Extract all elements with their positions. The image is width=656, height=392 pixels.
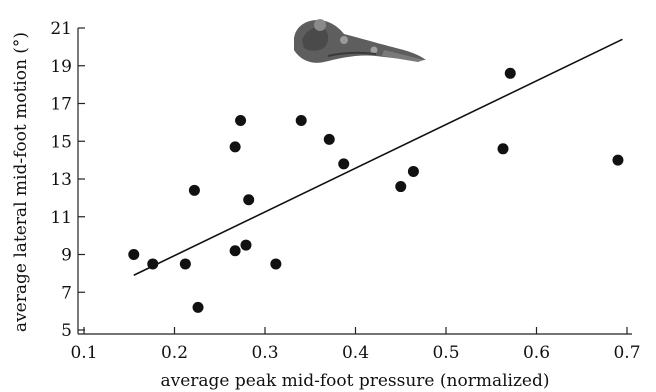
data-point [407,165,419,177]
data-point [323,133,335,145]
x-tick-label: 0.3 [251,343,278,363]
y-tick-label: 15 [50,132,72,152]
x-tick-label: 0.1 [70,343,97,363]
y-axis-ticks: 5 7 9 11 13 15 17 19 21 [50,19,85,341]
x-tick-label: 0.2 [161,343,188,363]
data-point [192,301,204,313]
data-point [295,114,307,126]
trend-line [133,38,623,276]
data-point [612,154,624,166]
y-tick-label: 7 [61,283,72,303]
data-point [270,258,282,270]
data-point [504,67,516,79]
data-point [128,249,140,260]
y-tick-label: 5 [61,321,72,341]
x-tick-label: 0.6 [523,343,550,363]
data-point [229,141,241,153]
foot-skeleton-illustration [294,19,426,63]
x-tick-label: 0.4 [342,343,369,363]
x-tick-label: 0.7 [613,343,640,363]
data-point [179,258,191,270]
y-tick-label: 21 [50,19,72,39]
data-point [240,239,252,251]
x-axis-ticks: 0.1 0.2 0.3 0.4 0.5 0.6 0.7 [70,327,641,363]
y-tick-label: 11 [50,208,72,228]
y-tick-label: 9 [61,246,72,266]
data-point [235,114,247,126]
data-point [338,158,350,170]
data-points [128,67,624,313]
y-tick-label: 19 [50,57,72,77]
data-point [497,143,509,155]
data-point [188,184,200,196]
data-point [243,194,255,206]
data-point [395,181,407,193]
y-tick-label: 13 [50,170,72,190]
data-point [229,245,241,257]
y-axis-title: average lateral mid-foot motion (°) [11,32,31,332]
y-tick-label: 17 [50,95,72,115]
data-point [147,258,159,270]
x-axis-title: average peak mid-foot pressure (normaliz… [160,371,549,391]
x-tick-label: 0.5 [432,343,459,363]
